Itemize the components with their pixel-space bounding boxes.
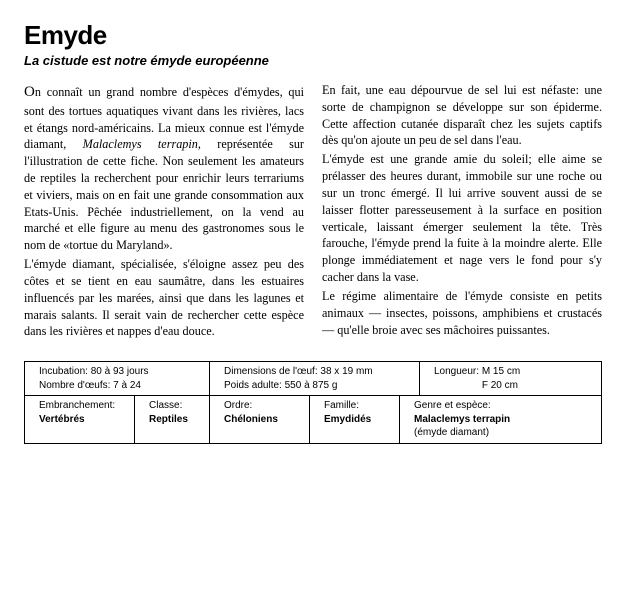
incubation-label: Incubation: (39, 366, 88, 377)
info-table: Incubation: 80 à 93 jours Nombre d'œufs:… (24, 361, 602, 444)
ordre-label: Ordre: (224, 400, 252, 411)
paragraph-4: L'émyde est une grande amie du soleil; e… (322, 151, 602, 286)
paragraph-1: On connaît un grand nombre d'espèces d'é… (24, 82, 304, 254)
poids-label: Poids adulte: (224, 380, 282, 391)
long-label: Longueur: (434, 366, 479, 377)
embr-label: Embranchement: (39, 400, 115, 411)
classe-value: Reptiles (149, 414, 188, 425)
famille-value: Emydidés (324, 414, 371, 425)
cell-genre: Genre et espèce: Malaclemys terrapin (ém… (400, 396, 601, 443)
dim-label: Dimensions de l'œuf: (224, 366, 318, 377)
cell-ordre: Ordre: Chéloniens (210, 396, 310, 443)
subtitle: La cistude est notre émyde européenne (24, 53, 602, 68)
cell-embranchement: Embranchement: Vertébrés (25, 396, 135, 443)
poids-value: 550 à 875 g (285, 380, 338, 391)
p1-b: représentée sur l'illustration de cette … (24, 137, 304, 252)
genre-note: (émyde diamant) (414, 427, 489, 438)
page-title: Emyde (24, 20, 602, 51)
genre-value: Malaclemys terrapin (414, 414, 510, 425)
dim-value: 38 x 19 mm (320, 366, 372, 377)
paragraph-5: Le régime alimentaire de l'émyde consist… (322, 288, 602, 338)
incubation-value: 80 à 93 jours (91, 366, 149, 377)
embr-value: Vertébrés (39, 414, 85, 425)
cell-famille: Famille: Emydidés (310, 396, 400, 443)
famille-label: Famille: (324, 400, 359, 411)
long-m: M 15 cm (482, 366, 520, 377)
info-row-2: Embranchement: Vertébrés Classe: Reptile… (25, 396, 601, 443)
classe-label: Classe: (149, 400, 182, 411)
p1-species: Malaclemys terrapin, (83, 137, 201, 151)
long-f: F 20 cm (482, 380, 518, 391)
paragraph-2: L'émyde diamant, spécialisée, s'éloigne … (24, 256, 304, 340)
cell-classe: Classe: Reptiles (135, 396, 210, 443)
info-row-1: Incubation: 80 à 93 jours Nombre d'œufs:… (25, 362, 601, 396)
cell-incubation: Incubation: 80 à 93 jours Nombre d'œufs:… (25, 362, 210, 395)
oeufs-value: 7 à 24 (113, 380, 141, 391)
oeufs-label: Nombre d'œufs: (39, 380, 110, 391)
ordre-value: Chéloniens (224, 414, 278, 425)
cell-longueur: Longueur: M 15 cm Longueur: F 20 cm (420, 362, 601, 395)
cell-dimensions: Dimensions de l'œuf: 38 x 19 mm Poids ad… (210, 362, 420, 395)
genre-label: Genre et espèce: (414, 400, 491, 411)
body-text: On connaît un grand nombre d'espèces d'é… (24, 82, 602, 341)
paragraph-3: En fait, une eau dépourvue de sel lui es… (322, 82, 602, 149)
